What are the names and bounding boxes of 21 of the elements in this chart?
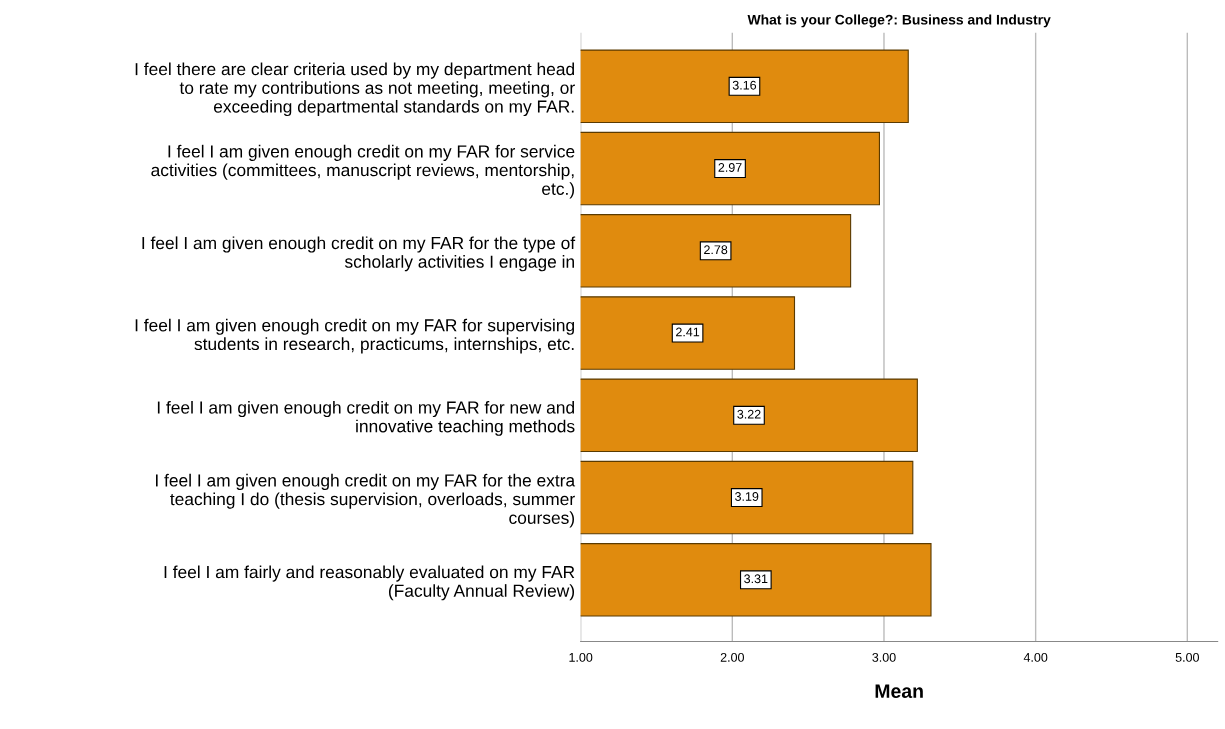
y-tick-label: I feel I am given enough credit on my FAR for the extra teaching I do (thesis supervision, overloads, summer courses) — [155, 473, 576, 528]
chart-title: What is your College?: Business and Industry — [747, 14, 1051, 28]
y-tick-label: I feel I am fairly and reasonably evaluated on my FAR (Faculty Annual Review) — [164, 565, 575, 601]
x-tick-label: 1.00 — [569, 652, 593, 662]
data-label: 3.22 — [737, 409, 761, 419]
data-label: 3.19 — [735, 492, 759, 501]
x-tick-label: 2.00 — [720, 652, 744, 662]
y-tick-label: I feel there are clear criteria used by my department head to rate my contributions as not meeting, meeting, or exceeding departmental standards on my FAR. — [135, 62, 575, 117]
y-tick-label: I feel I am given enough credit on my FAR for the type of scholarly activities I engage in — [142, 236, 576, 272]
data-label: 3.16 — [732, 80, 757, 90]
data-label: 2.41 — [676, 327, 700, 337]
x-tick-label: 3.00 — [872, 652, 896, 662]
x-tick-label: 4.00 — [1023, 652, 1048, 662]
x-axis-title: Mean — [875, 684, 923, 699]
y-tick-label: I feel I am given enough credit on my FAR for service activities (committees, manuscript reviews, mentorship, etc.) — [151, 144, 575, 199]
data-label: 2.97 — [718, 163, 742, 172]
x-tick-label: 5.00 — [1175, 652, 1199, 662]
y-tick-label: I feel I am given enough credit on my FAR for new and innovative teaching methods — [157, 400, 575, 436]
data-label: 2.78 — [704, 245, 728, 255]
data-label: 3.31 — [744, 574, 768, 584]
y-tick-label: I feel I am given enough credit on my FAR for supervising students in research, practicums, internships, etc. — [135, 318, 575, 354]
